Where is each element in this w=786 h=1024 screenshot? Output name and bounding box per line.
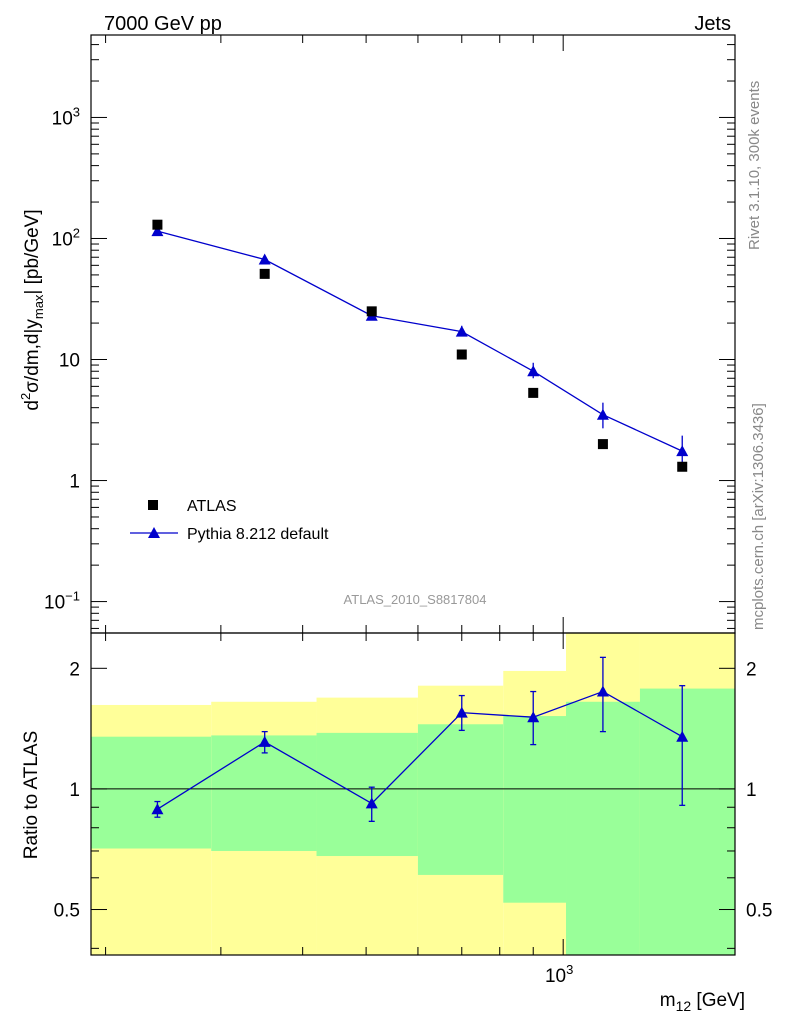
ratio-y-tick-label-left-1: 1	[69, 780, 80, 801]
data-point	[528, 387, 539, 398]
ratio-mc-point	[365, 797, 378, 809]
analysis-watermark: ATLAS_2010_S8817804	[344, 592, 487, 607]
data-point	[677, 461, 688, 472]
ratio-y-ticks	[91, 667, 735, 949]
ratio-series	[151, 656, 689, 822]
header-left: 7000 GeV pp	[104, 13, 222, 35]
mc-point	[455, 325, 468, 337]
ratio-mc-point	[151, 803, 164, 815]
x-tick-label-0: 103	[545, 962, 573, 987]
top-y-ticks	[91, 44, 735, 629]
legend: ATLAS Pythia 8.212 default	[130, 498, 329, 543]
x-tick-labels: 103	[545, 962, 573, 987]
legend-data-marker	[148, 500, 158, 510]
mc-series	[151, 225, 689, 469]
ratio-y-tick-label-left-0: 0.5	[54, 901, 80, 922]
ratio-bands	[91, 633, 735, 955]
ratio-mc-point	[258, 735, 271, 747]
header-right: Jets	[694, 13, 731, 35]
band-green-0	[91, 736, 212, 849]
data-point	[152, 219, 163, 230]
ratio-y-tick-label-left-2: 2	[69, 659, 80, 680]
ratio-y-axis-title: Ratio to ATLAS	[21, 731, 42, 860]
top-y-axis-title: d2σ/dm,d|ymax| [pb/GeV]	[18, 209, 46, 410]
band-green-4	[503, 716, 567, 903]
top-y-tick-labels: 10−1 1 10 102 103	[44, 104, 80, 613]
data-point	[597, 439, 608, 450]
top-y-tick-label-3: 102	[52, 225, 80, 250]
top-y-tick-label-1: 1	[69, 472, 80, 493]
legend-data-label: ATLAS	[187, 498, 237, 515]
band-green-6	[639, 688, 735, 955]
mc-point	[676, 445, 689, 457]
ratio-mc-point	[676, 730, 689, 742]
ratio-plot-frame	[90, 632, 736, 956]
ratio-mc-point	[527, 711, 540, 723]
top-plot-frame	[90, 34, 736, 634]
top-y-tick-label-4: 103	[52, 104, 80, 129]
top-y-tick-label-2: 10	[59, 351, 80, 372]
band-green-5	[566, 701, 640, 955]
mc-point	[151, 225, 164, 237]
band-green-3	[417, 724, 504, 875]
ratio-y-tick-label-right-1: 1	[746, 780, 757, 801]
band-green-1	[211, 735, 317, 851]
data-point	[456, 349, 467, 360]
legend-mc-label: Pythia 8.212 default	[187, 526, 329, 543]
mc-point	[258, 253, 271, 265]
mc-point	[596, 408, 609, 420]
ratio-y-tick-labels: 0.5 1 2 0.5 1 2	[54, 659, 773, 921]
rivet-label: Rivet 3.1.10, 300k events	[746, 81, 763, 250]
data-point	[259, 268, 270, 279]
ratio-mc-point	[596, 685, 609, 697]
x-ticks	[105, 35, 564, 955]
ratio-mc-point	[455, 706, 468, 718]
mc-point	[527, 365, 540, 377]
legend-mc-marker	[148, 527, 160, 538]
top-y-tick-label-0: 10−1	[44, 589, 80, 614]
ratio-y-tick-label-right-0: 0.5	[746, 901, 772, 922]
band-green-2	[316, 732, 418, 857]
x-axis-title: m12 [GeV]	[660, 990, 745, 1014]
data-series	[152, 219, 688, 472]
mcplots-label: mcplots.cern.ch [arXiv:1306.3436]	[750, 403, 767, 630]
data-point	[366, 306, 377, 317]
ratio-y-tick-label-right-2: 2	[746, 659, 757, 680]
